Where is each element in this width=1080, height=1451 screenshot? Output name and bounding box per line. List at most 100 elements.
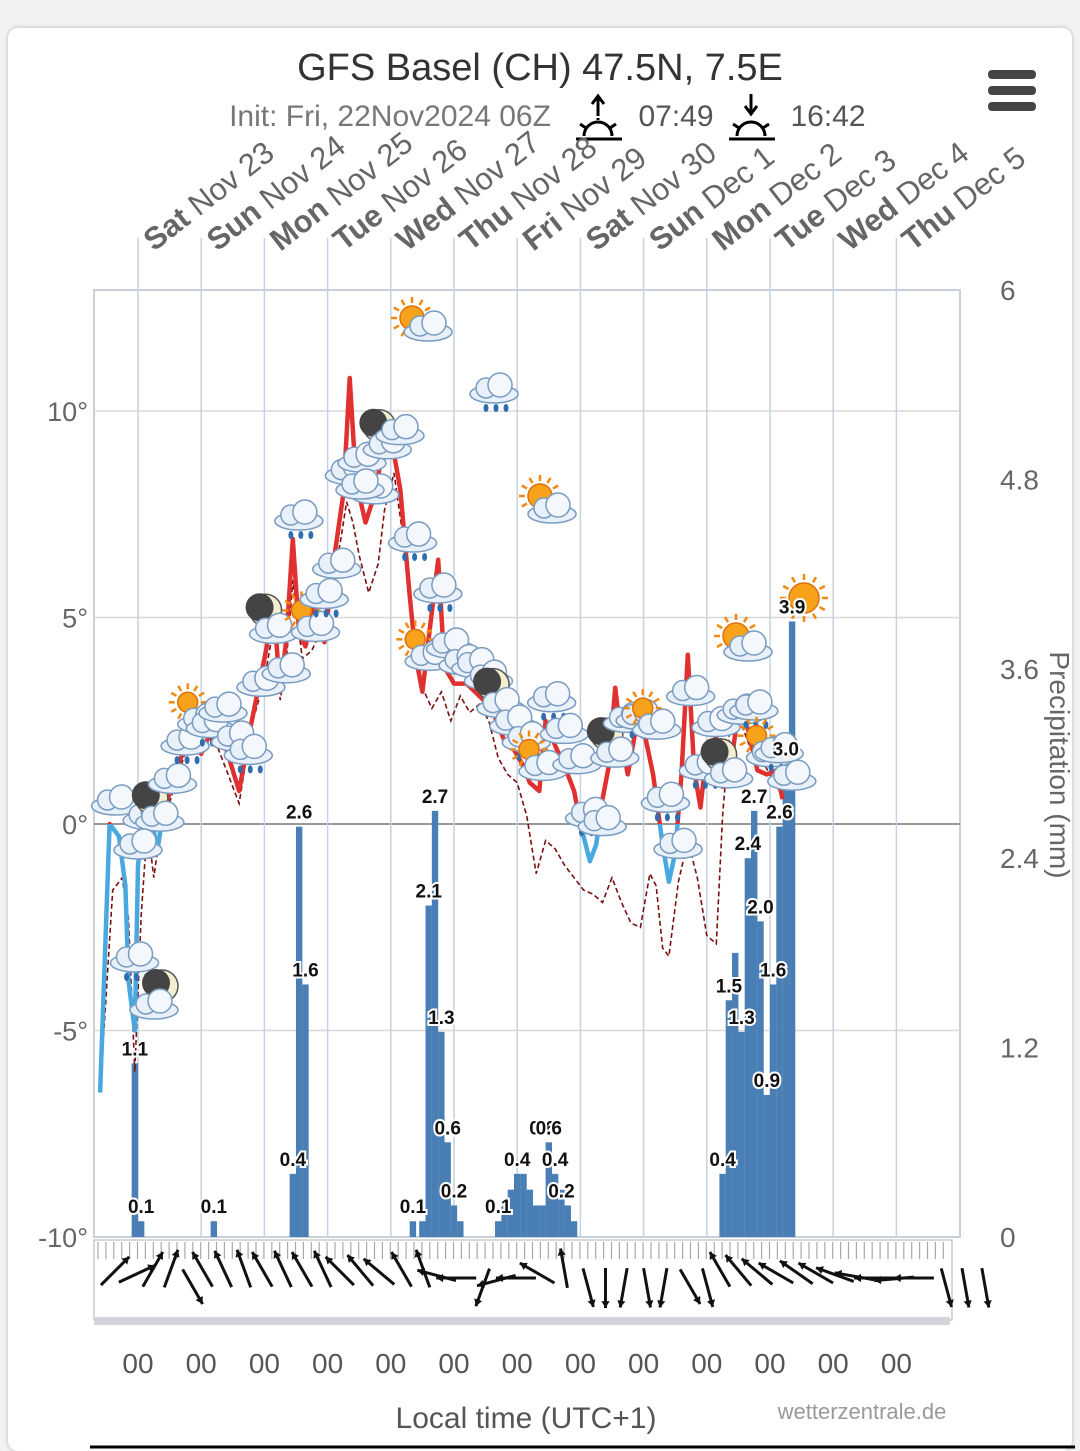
cloud-puff	[242, 734, 266, 758]
cloud-puff	[166, 763, 190, 787]
precipitation-bar	[783, 764, 789, 1238]
cloud-puff	[685, 676, 709, 700]
temperature-tick: 5°	[62, 604, 88, 634]
cloud-puff	[742, 631, 766, 655]
hamburger-menu-icon[interactable]	[988, 70, 1036, 111]
precipitation-bar	[770, 984, 776, 1237]
rain-drop	[298, 531, 303, 539]
moon-shadow	[701, 738, 729, 766]
cloud-puff	[723, 758, 747, 782]
cloud-puff	[354, 469, 378, 493]
rain-drop	[447, 604, 452, 612]
cloud-puff	[488, 373, 512, 397]
precipitation-bar	[211, 1221, 217, 1237]
precipitation-value-label: 0.2	[441, 1181, 467, 1202]
precipitation-tick: 6	[1000, 275, 1016, 306]
midnight-tick-label: 00	[691, 1348, 722, 1379]
wind-strip-scrollbar	[94, 1317, 950, 1325]
precipitation-bar	[571, 1221, 577, 1237]
rain-drop	[308, 531, 313, 539]
chart-footer: Local time (UTC+1) wetterzentrale.de 00 0…	[90, 1348, 1075, 1447]
precipitation-tick: 1.2	[1000, 1033, 1039, 1064]
precipitation-value-label: 0.6	[536, 1118, 562, 1139]
precipitation-bar	[457, 1221, 463, 1237]
precipitation-bar	[527, 1190, 533, 1237]
cloud-puff	[558, 713, 582, 737]
meteogram: GFS Basel (CH) 47.5N, 7.5E Init: Fri, 22…	[0, 0, 1080, 1451]
rain-drop	[412, 553, 417, 561]
precipitation-bar	[776, 827, 782, 1237]
midnight-tick-label: 00	[754, 1348, 785, 1379]
sunrise-time: 07:49	[638, 100, 713, 133]
midnight-tick-label: 00	[186, 1348, 217, 1379]
precipitation-value-label: 0.4	[504, 1150, 531, 1171]
wind-strip-frame	[94, 1240, 952, 1320]
cloud-puff	[217, 692, 241, 716]
rain-drop	[655, 813, 660, 821]
temperature-tick: -10°	[38, 1223, 88, 1253]
rain-drop	[504, 404, 509, 412]
moon-shadow	[246, 593, 274, 621]
x-axis-label: Local time (UTC+1)	[396, 1402, 657, 1435]
cloud-puff	[331, 548, 355, 572]
temperature-tick: -5°	[53, 1017, 88, 1047]
precipitation-value-label: 2.1	[416, 882, 443, 903]
rain-drop	[134, 973, 139, 981]
precipitation-value-label: 2.6	[766, 803, 792, 824]
temperature-tick: 10°	[47, 397, 88, 427]
cloud-puff	[132, 829, 156, 853]
precipitation-value-label: 0.2	[548, 1181, 574, 1202]
rain-drop	[248, 765, 253, 773]
cloud-puff	[293, 500, 317, 524]
cloud-puff	[596, 806, 620, 830]
cloud-puff	[280, 653, 304, 677]
rain-drop	[288, 531, 293, 539]
rain-drop	[334, 610, 339, 618]
precipitation-value-label: 1.3	[728, 1008, 754, 1029]
precipitation-value-label: 2.7	[422, 787, 448, 808]
precipitation-value-label: 0.1	[400, 1197, 427, 1218]
midnight-tick-label: 00	[818, 1348, 849, 1379]
precipitation-bar	[451, 1205, 457, 1237]
cloud-puff	[609, 737, 633, 761]
rain-drop	[494, 404, 499, 412]
midnight-tick-label: 00	[881, 1348, 912, 1379]
cloud-puff	[786, 760, 810, 784]
rain-drop	[675, 813, 680, 821]
precipitation-axis-label: Precipitation (mm)	[1044, 651, 1075, 878]
rain-drop	[175, 756, 180, 764]
cloud-puff	[318, 579, 342, 603]
cloud-puff	[129, 942, 153, 966]
precipitation-bar	[419, 1221, 425, 1237]
cloud-puff	[422, 311, 446, 335]
precipitation-bar	[520, 1174, 526, 1237]
cloud-puff	[432, 573, 456, 597]
cloud-puff	[546, 682, 570, 706]
precipitation-bar	[789, 621, 795, 1237]
precipitation-value-label: 1.5	[716, 976, 743, 997]
midnight-tick-label: 00	[312, 1348, 343, 1379]
cloud-puff	[154, 801, 178, 825]
rain-drop	[402, 553, 407, 561]
rain-drop	[693, 781, 698, 789]
midnight-tick-label: 00	[249, 1348, 280, 1379]
rain-drop	[195, 756, 200, 764]
rain-drop	[314, 610, 319, 618]
precipitation-value-label: 2.6	[286, 803, 312, 824]
precipitation-value-label: 0.6	[434, 1118, 460, 1139]
cloud-puff	[394, 415, 418, 439]
temperature-tick: 0°	[62, 810, 88, 840]
precipitation-bar	[726, 1000, 732, 1237]
precipitation-bar	[738, 1032, 744, 1237]
precipitation-tick: 0	[1000, 1222, 1016, 1253]
precipitation-value-label: 1.6	[292, 960, 318, 981]
cloud-puff	[546, 493, 570, 517]
wind-strip	[94, 1240, 992, 1325]
chart-title: GFS Basel (CH) 47.5N, 7.5E	[297, 47, 783, 89]
precipitation-bar	[764, 1095, 770, 1237]
rain-drop	[665, 813, 670, 821]
cloud-puff	[148, 989, 172, 1013]
precipitation-value-label: 0.1	[485, 1197, 512, 1218]
precipitation-value-label: 0.9	[754, 1071, 780, 1092]
